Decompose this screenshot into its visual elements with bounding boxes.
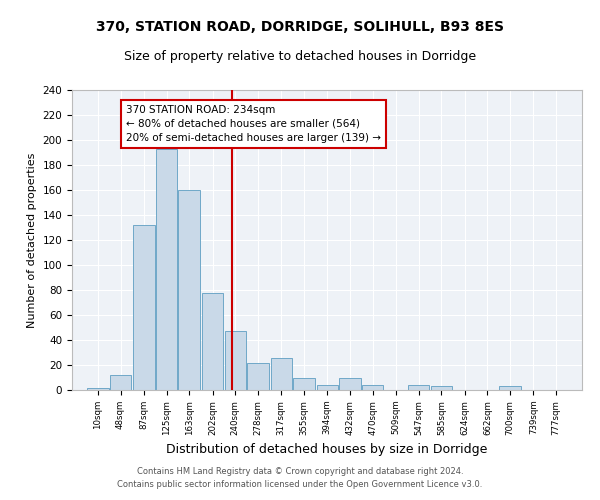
Bar bbox=[431, 386, 452, 390]
Bar bbox=[202, 292, 223, 390]
Bar bbox=[362, 385, 383, 390]
X-axis label: Distribution of detached houses by size in Dorridge: Distribution of detached houses by size … bbox=[166, 443, 488, 456]
Bar bbox=[317, 385, 338, 390]
Bar bbox=[499, 386, 521, 390]
Bar bbox=[87, 388, 109, 390]
Bar bbox=[408, 385, 430, 390]
Bar bbox=[156, 149, 177, 390]
Bar bbox=[178, 190, 200, 390]
Y-axis label: Number of detached properties: Number of detached properties bbox=[27, 152, 37, 328]
Bar bbox=[110, 375, 131, 390]
Bar bbox=[293, 378, 315, 390]
Bar bbox=[339, 378, 361, 390]
Text: Contains public sector information licensed under the Open Government Licence v3: Contains public sector information licen… bbox=[118, 480, 482, 489]
Bar bbox=[247, 362, 269, 390]
Text: Size of property relative to detached houses in Dorridge: Size of property relative to detached ho… bbox=[124, 50, 476, 63]
Text: 370, STATION ROAD, DORRIDGE, SOLIHULL, B93 8ES: 370, STATION ROAD, DORRIDGE, SOLIHULL, B… bbox=[96, 20, 504, 34]
Bar bbox=[224, 331, 246, 390]
Bar bbox=[271, 358, 292, 390]
Bar bbox=[133, 225, 155, 390]
Text: 370 STATION ROAD: 234sqm
← 80% of detached houses are smaller (564)
20% of semi-: 370 STATION ROAD: 234sqm ← 80% of detach… bbox=[126, 105, 381, 143]
Text: Contains HM Land Registry data © Crown copyright and database right 2024.: Contains HM Land Registry data © Crown c… bbox=[137, 467, 463, 476]
